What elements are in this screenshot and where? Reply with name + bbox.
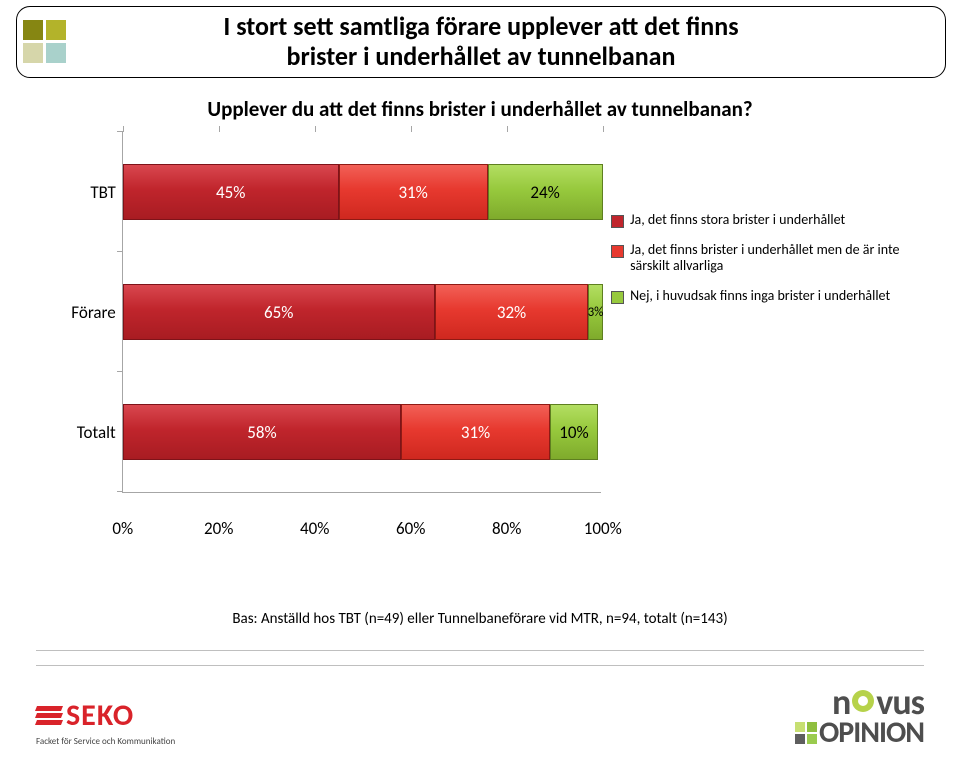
chart-bar-segment: 3% — [588, 284, 602, 340]
chart-bar-segment: 31% — [401, 404, 550, 460]
legend-swatch — [611, 215, 624, 228]
chart-y-label: TBT — [40, 132, 116, 252]
seko-logo: SEKO Facket för Service och Kommunikatio… — [36, 697, 175, 747]
chart-x-tick: 20% — [204, 518, 233, 539]
chart-bar-row: 45%31%24% — [123, 164, 603, 220]
legend-swatch — [611, 245, 624, 258]
chart-bar-segment: 10% — [550, 404, 598, 460]
chart-y-label: Förare — [40, 252, 116, 372]
chart-title: Upplever du att det finns brister i unde… — [40, 96, 920, 122]
chart-y-labels: TBTFörareTotalt — [40, 132, 122, 492]
chart-x-tick: 60% — [396, 518, 425, 539]
novus-opinion-wordmark: OPINION — [795, 719, 924, 747]
title-icon-grid — [23, 20, 67, 64]
chart-x-tick: 100% — [584, 518, 622, 539]
page-title: I stort sett samtliga förare upplever at… — [67, 12, 945, 72]
legend-label: Ja, det finns stora brister i underhålle… — [630, 212, 845, 228]
chart-bar-segment: 31% — [339, 164, 488, 220]
seko-tagline: Facket för Service och Kommunikation — [36, 736, 175, 747]
footnote: Bas: Anställd hos TBT (n=49) eller Tunne… — [0, 610, 960, 628]
divider-line-2 — [36, 665, 924, 666]
chart-bar-segment: 65% — [123, 284, 435, 340]
chart-y-label: Totalt — [40, 372, 116, 492]
chart: Upplever du att det finns brister i unde… — [40, 90, 920, 493]
title-icon-tr — [46, 20, 66, 40]
chart-legend: Ja, det finns stora brister i underhålle… — [611, 212, 920, 318]
chart-bar-segment: 32% — [435, 284, 589, 340]
seko-stripes-icon — [36, 706, 62, 725]
chart-bar-segment: 45% — [123, 164, 339, 220]
chart-plot-area: 0%20%40%60%80%100% 45%31%24%65%32%3%58%3… — [122, 132, 601, 493]
legend-item: Ja, det finns brister i underhållet men … — [611, 242, 920, 274]
chart-bar-segment: 24% — [488, 164, 603, 220]
legend-swatch — [611, 291, 624, 304]
title-icon-br — [46, 43, 66, 63]
title-icon-tl — [23, 20, 43, 40]
chart-bar-row: 58%31%10% — [123, 404, 598, 460]
novus-logo: nvusOPINION — [795, 686, 924, 747]
chart-x-tick: 80% — [492, 518, 521, 539]
chart-x-tick: 40% — [300, 518, 329, 539]
title-box: I stort sett samtliga förare upplever at… — [16, 6, 946, 78]
legend-item: Nej, i huvudsak finns inga brister i und… — [611, 288, 920, 304]
chart-bar-row: 65%32%3% — [123, 284, 603, 340]
legend-item: Ja, det finns stora brister i underhålle… — [611, 212, 920, 228]
legend-label: Nej, i huvudsak finns inga brister i und… — [630, 288, 890, 304]
chart-x-tick: 0% — [112, 518, 133, 539]
novus-squares-icon — [795, 722, 817, 744]
legend-label: Ja, det finns brister i underhållet men … — [630, 242, 920, 274]
divider-line-1 — [36, 650, 924, 651]
seko-wordmark: SEKO — [66, 697, 134, 734]
title-icon-bl — [23, 43, 43, 63]
footer-logos: SEKO Facket för Service och Kommunikatio… — [36, 677, 924, 747]
chart-bar-segment: 58% — [123, 404, 401, 460]
